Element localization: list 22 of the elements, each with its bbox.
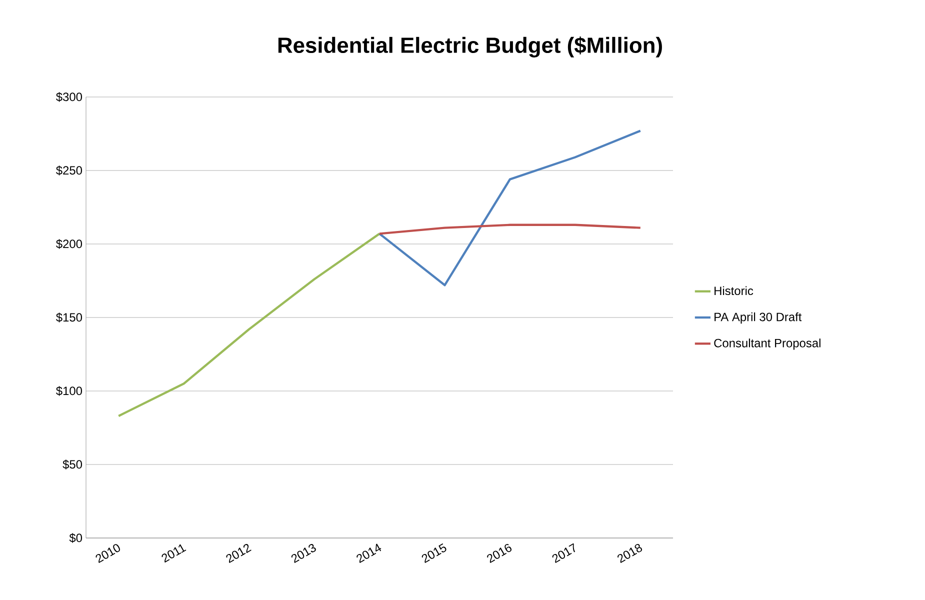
y-tick-label: $150: [56, 312, 82, 322]
x-tick-label: 2012: [226, 544, 252, 564]
line-series: [118, 232, 381, 418]
y-tick-label: $300: [56, 92, 82, 102]
x-tick-label: 2015: [422, 543, 446, 564]
legend-label: Consultant Proposal: [714, 338, 820, 350]
x-tick-label: 2016: [487, 544, 512, 564]
legend-label: Historic: [714, 286, 754, 296]
y-tick-label: $0: [69, 533, 82, 543]
x-tick-label: 2010: [96, 544, 120, 564]
x-tick-label: 2011: [162, 544, 186, 563]
x-tick-label: 2018: [618, 544, 642, 564]
legend-label: PA April 30 Draft: [714, 312, 802, 324]
y-tick-label: $200: [56, 239, 82, 249]
line-series: [378, 130, 642, 286]
y-tick-label: $100: [56, 386, 82, 396]
x-tick-label: 2013: [291, 544, 316, 564]
chart-title: Residential Electric Budget ($Million): [278, 36, 662, 58]
x-tick-label: 2014: [356, 544, 382, 564]
x-tick-label: 2017: [552, 543, 576, 564]
y-tick-label: $250: [56, 166, 82, 176]
y-tick-label: $50: [62, 460, 82, 470]
